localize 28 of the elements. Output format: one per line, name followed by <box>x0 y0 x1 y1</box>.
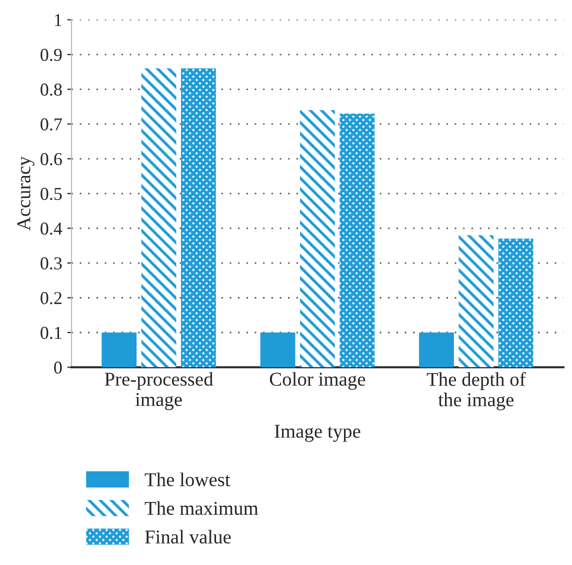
legend-label: Final value <box>145 530 231 544</box>
x-tick-label: Color image <box>270 372 366 390</box>
x-tick-label: Pre-processed image <box>104 372 214 410</box>
legend-label: The lowest <box>144 472 230 486</box>
bar <box>458 235 494 368</box>
y-axis-title: Accuracy <box>17 156 34 231</box>
bar <box>498 238 534 368</box>
y-tick-label: 0.6 <box>40 153 62 166</box>
bar <box>141 68 176 368</box>
y-tick-label: 1 <box>55 14 62 26</box>
y-tick-label: 0.3 <box>40 257 62 270</box>
x-tick-label: The depth of the image <box>426 372 526 410</box>
y-tick-label: 0.7 <box>40 118 62 131</box>
bar <box>102 332 137 368</box>
bar <box>340 114 375 368</box>
bar <box>419 332 454 368</box>
y-tick-label: 0.1 <box>40 326 62 340</box>
y-tick-label: 0.4 <box>40 222 62 235</box>
bar <box>260 332 296 368</box>
y-tick-label: 0.2 <box>40 292 62 304</box>
x-axis-title: Image type <box>274 424 360 442</box>
bar <box>180 68 216 368</box>
legend-label: The maximum <box>144 501 258 515</box>
bar <box>300 110 335 368</box>
y-tick-label: 0.5 <box>40 188 62 200</box>
y-tick-label: 0.8 <box>40 84 62 96</box>
y-tick-label: 0.9 <box>40 48 62 62</box>
y-tick-label: 0 <box>54 362 62 374</box>
